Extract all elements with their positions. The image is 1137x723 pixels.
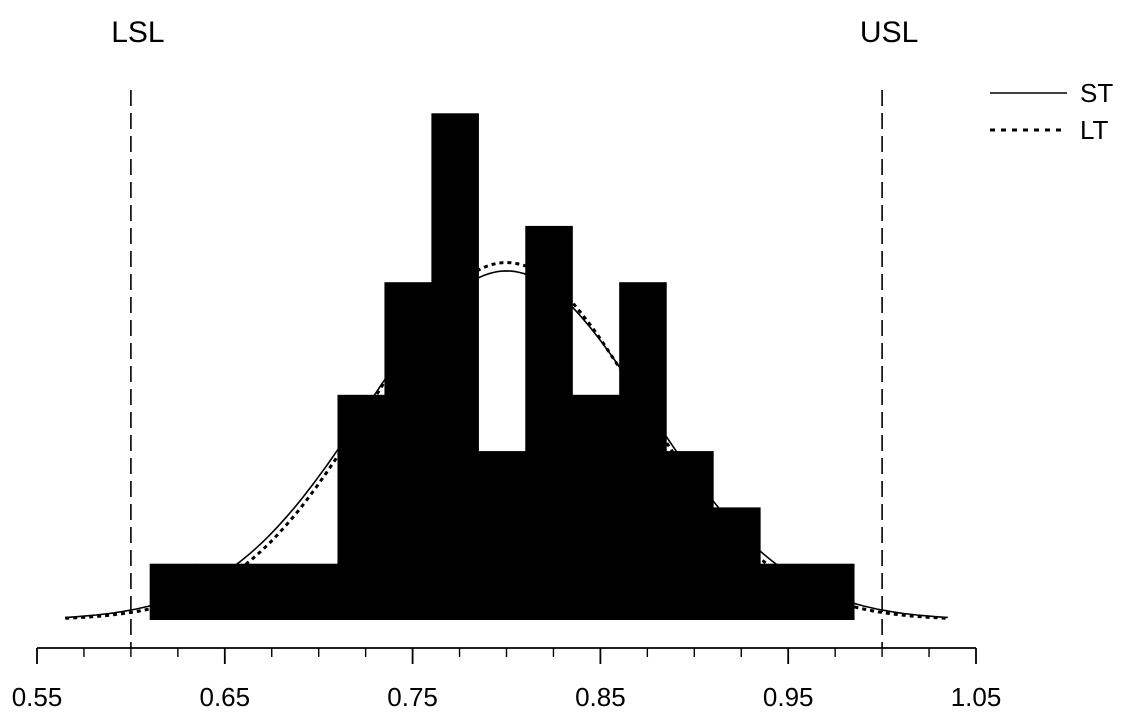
x-tick-label-1: 0.65 (199, 682, 250, 712)
legend-label-st: ST (1080, 78, 1113, 108)
histogram-bar-7 (478, 451, 526, 620)
lsl-label: LSL (111, 16, 164, 49)
legend: ST LT (990, 78, 1113, 145)
histogram-bar-5 (384, 282, 432, 620)
x-tick-label-3: 0.85 (575, 682, 626, 712)
spec-limits: LSL USL (111, 16, 918, 648)
x-tick-label-0: 0.55 (12, 682, 63, 712)
usl-label: USL (860, 16, 918, 49)
histogram-bar-8 (525, 225, 573, 620)
histogram-bar-12 (713, 507, 761, 620)
histogram-bar-2 (243, 563, 292, 620)
histogram-bar-6 (431, 113, 479, 621)
curve-st (65, 270, 948, 619)
x-axis: 0.55 0.65 0.75 0.85 0.95 1.05 (12, 647, 1002, 712)
histogram-bar-13 (760, 563, 808, 620)
x-tick-label-5: 1.05 (951, 682, 1002, 712)
histogram-bars (149, 113, 855, 621)
distribution-curves (65, 260, 948, 620)
histogram-bar-4 (337, 394, 386, 620)
x-tick-label-4: 0.95 (763, 682, 814, 712)
legend-label-lt: LT (1080, 115, 1109, 145)
histogram-bar-9 (572, 394, 620, 620)
histogram-bar-14 (806, 563, 855, 620)
histogram-bar-10 (619, 282, 667, 620)
histogram-bar-3 (290, 563, 339, 620)
histogram-bar-1 (196, 563, 245, 620)
x-tick-label-2: 0.75 (387, 682, 438, 712)
